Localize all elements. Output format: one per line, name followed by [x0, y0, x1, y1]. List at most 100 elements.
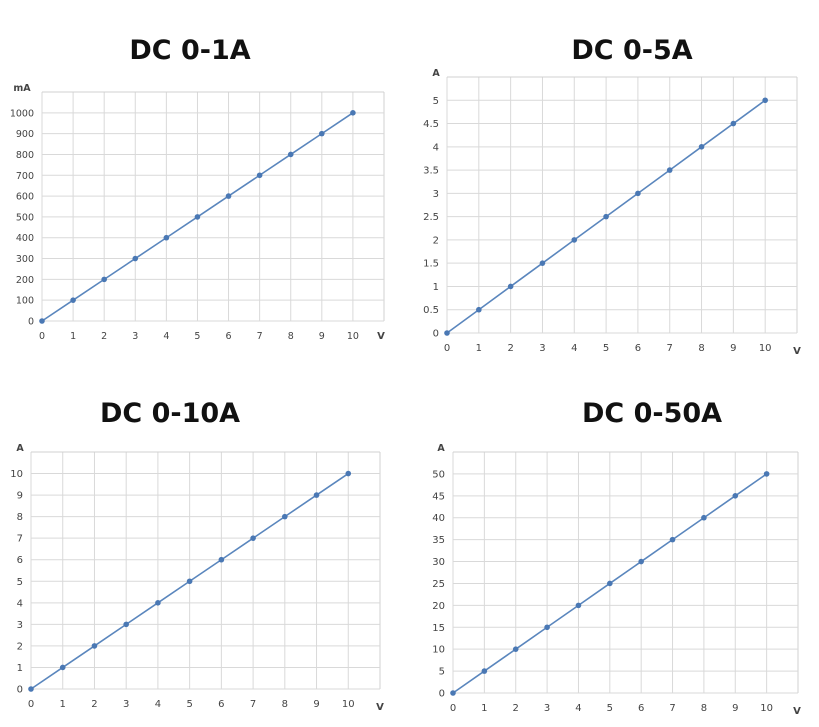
- x-tick-labels: 0 1 2 3 4 5 6 7 8 9 10: [39, 331, 359, 342]
- y-tick-label: 25: [432, 579, 445, 590]
- y-tick-label: 1: [17, 663, 23, 674]
- x-tick-label: 0: [28, 699, 34, 710]
- x-tick-label: 7: [669, 703, 675, 714]
- x-tick-label: 0: [444, 343, 450, 354]
- data-point: [571, 237, 578, 243]
- y-tick-label: 3: [433, 189, 439, 200]
- x-tick-label: 8: [701, 703, 707, 714]
- y-tick-labels: 0 0.5 1 1.5 2 2.5 3 3.5 4 4.5 5: [423, 96, 439, 340]
- x-tick-label: 6: [635, 343, 641, 354]
- data-point: [732, 493, 739, 499]
- x-tick-label: 7: [257, 331, 263, 342]
- y-tick-label: 30: [432, 557, 445, 568]
- y-tick-label: 20: [432, 601, 445, 612]
- x-tick-label: 10: [760, 703, 773, 714]
- y-tick-label: 1: [433, 282, 439, 293]
- data-point: [444, 330, 450, 336]
- data-point: [635, 190, 641, 197]
- y-tick-label: 0: [28, 317, 34, 328]
- y-tick-label: 35: [432, 535, 445, 546]
- y-tick-label: 5: [433, 96, 439, 107]
- y-tick-label: 400: [16, 233, 34, 244]
- y-tick-label: 0: [439, 689, 445, 700]
- plot-grid: [446, 76, 798, 334]
- data-point: [186, 578, 193, 585]
- y-tick-labels: 0 1 2 3 4 5 6 7 8 9 10: [10, 469, 23, 695]
- y-tick-label: 0: [17, 685, 23, 696]
- y-tick-label: 1.5: [423, 259, 439, 270]
- y-tick-label: 5: [439, 667, 445, 678]
- y-tick-labels: 0 5 10 15 20 25 30 35 40 45 50: [432, 469, 445, 699]
- y-tick-label: 800: [16, 150, 34, 161]
- data-point: [250, 535, 256, 541]
- data-point: [70, 297, 76, 303]
- data-point: [481, 668, 488, 674]
- x-tick-label: 9: [730, 343, 736, 354]
- data-point: [101, 276, 107, 283]
- x-tick-label: 3: [544, 703, 550, 714]
- y-tick-label: 4: [17, 598, 23, 609]
- x-tick-labels: 0 1 2 3 4 5 6 7 8 9 10: [450, 703, 773, 714]
- x-tick-label: 4: [575, 703, 581, 714]
- y-tick-label: 50: [432, 469, 445, 480]
- x-tick-label: 2: [91, 699, 97, 710]
- y-axis-label: A: [432, 68, 440, 79]
- x-tick-label: 1: [60, 699, 66, 710]
- y-tick-label: 10: [10, 469, 23, 480]
- x-axis-label: V: [793, 706, 801, 717]
- data-point: [698, 144, 705, 150]
- chart-title-dc-0-10a: DC 0-10A: [99, 398, 241, 429]
- y-tick-label: 3: [17, 620, 23, 631]
- data-point: [638, 558, 644, 565]
- plot-grid: [452, 451, 799, 694]
- x-tick-label: 7: [667, 343, 673, 354]
- y-tick-label: 4: [433, 142, 439, 153]
- x-tick-label: 1: [476, 343, 482, 354]
- data-point: [701, 514, 707, 521]
- data-point: [282, 513, 288, 520]
- data-point: [763, 471, 770, 477]
- data-point: [476, 306, 482, 313]
- y-tick-label: 700: [16, 171, 34, 182]
- data-point: [607, 580, 613, 587]
- x-tick-label: 0: [39, 331, 45, 342]
- x-tick-label: 10: [759, 343, 772, 354]
- x-tick-label: 9: [732, 703, 738, 714]
- data-point: [730, 120, 737, 127]
- data-point: [39, 318, 45, 324]
- x-tick-label: 6: [226, 331, 232, 342]
- y-tick-label: 1000: [10, 108, 34, 119]
- x-tick-label: 3: [539, 343, 545, 354]
- y-axis-label: mA: [13, 83, 31, 94]
- x-tick-label: 5: [607, 703, 613, 714]
- data-point: [512, 646, 519, 652]
- x-tick-label: 5: [603, 343, 609, 354]
- y-tick-label: 9: [17, 491, 23, 502]
- y-tick-label: 2.5: [423, 212, 439, 223]
- data-point: [132, 255, 139, 262]
- data-point: [225, 193, 232, 199]
- x-tick-label: 8: [698, 343, 704, 354]
- data-point: [345, 470, 352, 477]
- x-tick-label: 2: [513, 703, 519, 714]
- data-point: [319, 130, 325, 137]
- x-tick-label: 1: [481, 703, 487, 714]
- x-tick-label: 10: [347, 331, 359, 342]
- x-tick-label: 6: [218, 699, 224, 710]
- chart-title-dc-0-1a: DC 0-1A: [129, 35, 251, 66]
- y-tick-label: 600: [16, 192, 34, 203]
- data-point: [194, 214, 201, 220]
- x-tick-label: 0: [450, 703, 456, 714]
- y-tick-label: 6: [17, 555, 23, 566]
- data-point: [155, 600, 161, 606]
- data-point: [350, 110, 356, 116]
- x-tick-label: 4: [571, 343, 577, 354]
- data-point: [123, 621, 129, 628]
- x-tick-label: 7: [250, 699, 256, 710]
- x-axis-label: V: [793, 346, 801, 357]
- y-axis-label: A: [16, 443, 24, 454]
- y-tick-label: 500: [16, 212, 34, 223]
